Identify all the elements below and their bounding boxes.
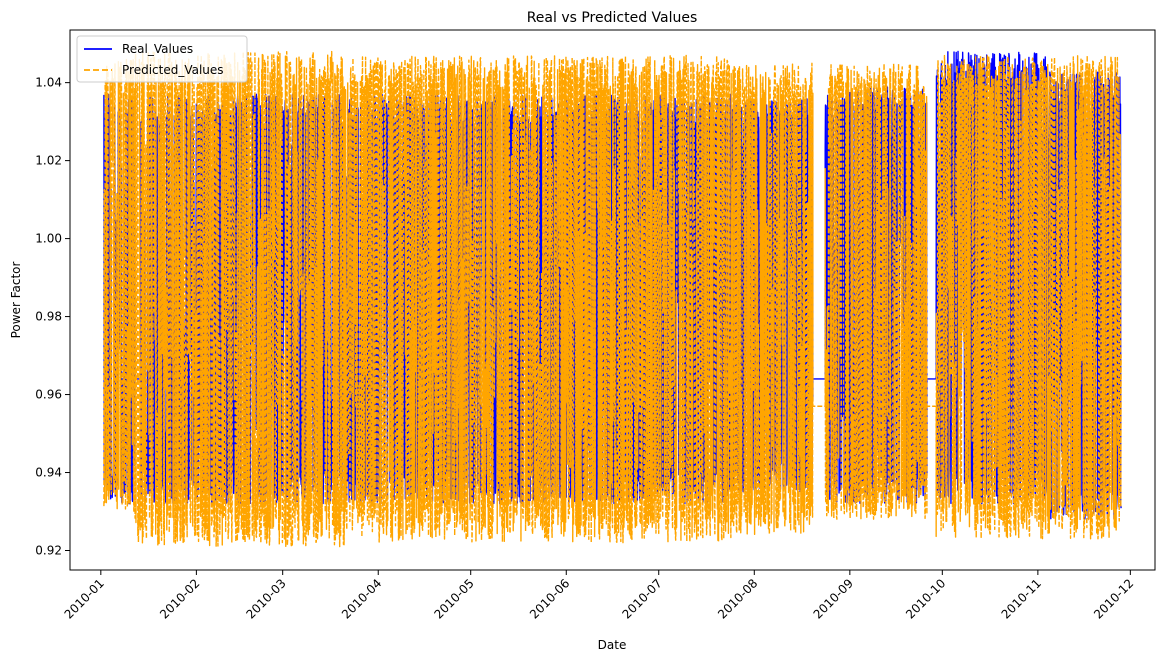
plot-frame — [69, 29, 1156, 571]
y-tick-label: 1.00 — [35, 232, 62, 246]
series-predicted-values-line — [103, 50, 1122, 548]
y-tick-label: 1.04 — [35, 76, 62, 90]
x-axis-label: Date — [598, 638, 627, 652]
y-tick-label: 0.92 — [35, 544, 62, 558]
legend: Real_Values Predicted_Values — [76, 35, 248, 83]
y-axis-label: Power Factor — [9, 262, 23, 339]
legend-label-real: Real_Values — [122, 42, 193, 56]
y-axis: 0.92 0.94 0.96 0.98 1.00 1.02 1.04 — [35, 76, 70, 558]
legend-label-predicted: Predicted_Values — [122, 63, 224, 77]
y-tick-label: 0.96 — [35, 388, 62, 402]
y-tick-label: 0.98 — [35, 310, 62, 324]
chart-title: Real vs Predicted Values — [527, 10, 698, 26]
y-tick-label: 1.02 — [35, 154, 62, 168]
series-layer — [103, 50, 1122, 548]
legend-box — [76, 35, 248, 83]
y-tick-label: 0.94 — [35, 466, 62, 480]
